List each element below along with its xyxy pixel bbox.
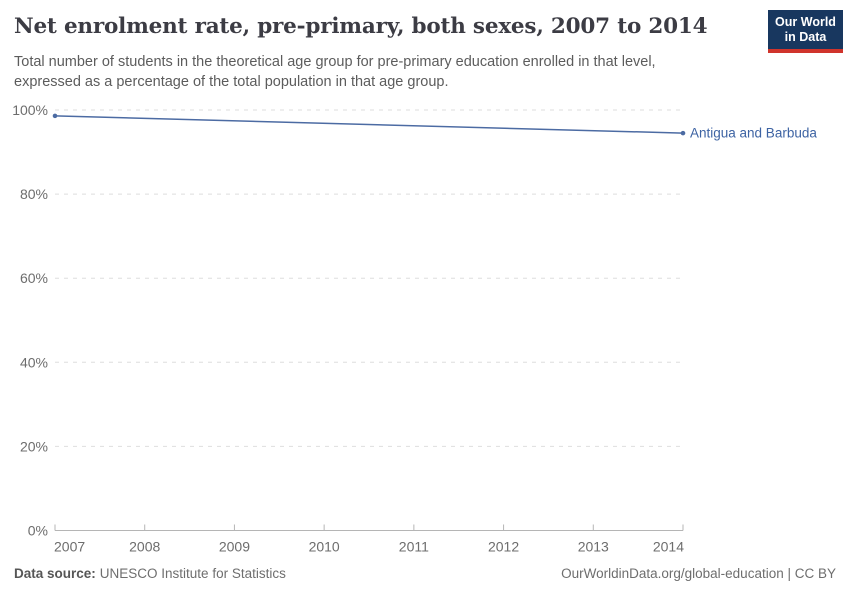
y-axis-label-20: 20% bbox=[20, 438, 48, 454]
owid-logo-line1: Our World bbox=[775, 15, 836, 29]
y-axis-label-60: 60% bbox=[20, 270, 48, 286]
citation-link[interactable]: OurWorldinData.org/global-education | CC… bbox=[561, 566, 836, 581]
x-axis-label-2007: 2007 bbox=[54, 539, 85, 555]
data-point-antigua-and-barbuda-2007[interactable] bbox=[52, 113, 58, 119]
x-axis-label-2014: 2014 bbox=[653, 539, 684, 555]
x-axis-label-2011: 2011 bbox=[399, 539, 429, 555]
chart-footer: Data source: UNESCO Institute for Statist… bbox=[14, 566, 836, 581]
data-source-value: UNESCO Institute for Statistics bbox=[99, 566, 286, 581]
x-axis-label-2008: 2008 bbox=[129, 539, 160, 555]
x-axis-label-2012: 2012 bbox=[488, 539, 519, 555]
data-point-antigua-and-barbuda-2014[interactable] bbox=[680, 130, 686, 136]
x-axis-label-2009: 2009 bbox=[219, 539, 250, 555]
y-axis-label-80: 80% bbox=[20, 186, 48, 202]
owid-logo-line2: in Data bbox=[784, 30, 827, 44]
y-axis-label-0: 0% bbox=[28, 523, 48, 539]
data-source: Data source: UNESCO Institute for Statist… bbox=[14, 566, 286, 581]
x-axis-label-2013: 2013 bbox=[578, 539, 609, 555]
series-line-antigua-and-barbuda[interactable] bbox=[54, 115, 684, 134]
y-axis-label-40: 40% bbox=[20, 354, 48, 370]
entity-label-antigua-and-barbuda[interactable]: Antigua and Barbuda bbox=[690, 126, 817, 141]
chart-title: Net enrolment rate, pre-primary, both se… bbox=[14, 14, 708, 39]
data-source-label: Data source: bbox=[14, 566, 96, 581]
x-axis-label-2010: 2010 bbox=[309, 539, 340, 555]
chart-subtitle: Total number of students in the theoreti… bbox=[14, 54, 656, 90]
y-axis-label-100: 100% bbox=[12, 102, 48, 118]
owid-logo[interactable]: Our World in Data bbox=[768, 10, 843, 53]
